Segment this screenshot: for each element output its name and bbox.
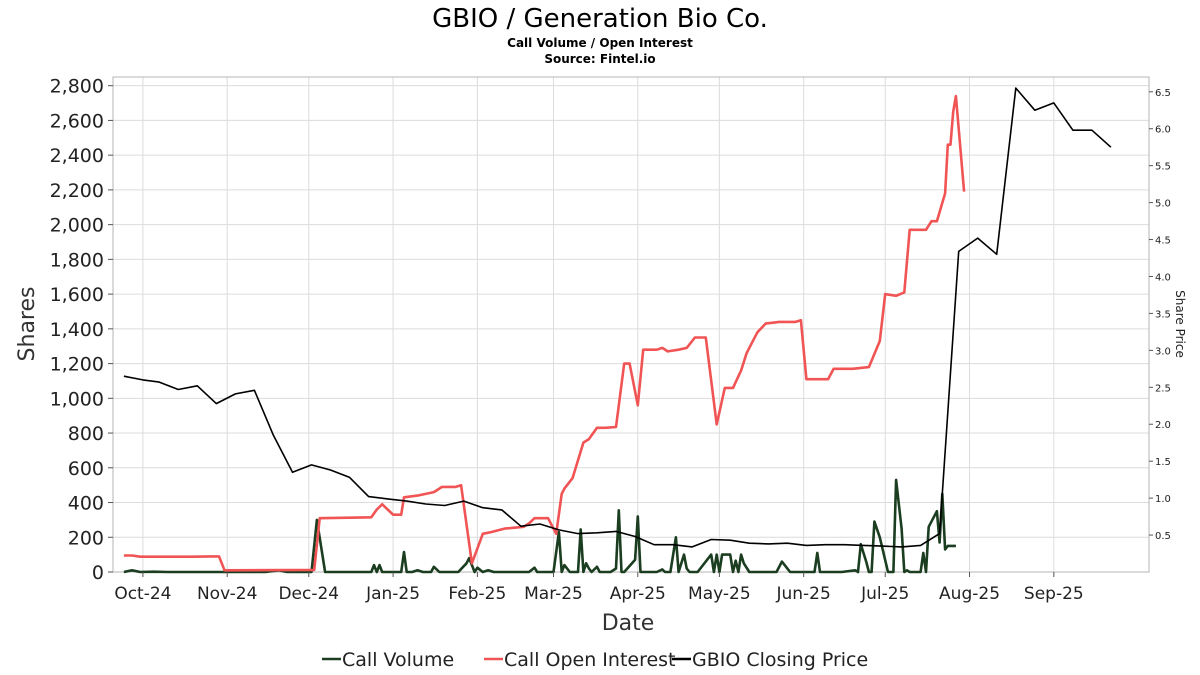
y2-tick-label: 2.5 <box>1155 383 1171 394</box>
y2-axis-ticks: 0.5 1.0 1.5 2.0 2.5 3.0 3.5 4.0 4.5 5.0 5.5 6.0 6.5 <box>1149 88 1171 542</box>
y-tick-label: 1,400 <box>50 319 104 341</box>
y2-tick-label: 5.0 <box>1155 199 1171 210</box>
x-tick-label: May-25 <box>688 584 751 604</box>
y2-tick-label: 0.5 <box>1155 531 1171 542</box>
x-tick-label: Aug-25 <box>939 584 1000 604</box>
x-tick-label: Dec-24 <box>278 584 339 604</box>
y2-tick-label: 3.5 <box>1155 309 1171 320</box>
y2-tick-label: 4.5 <box>1155 236 1171 247</box>
y-tick-label: 1,800 <box>50 249 104 271</box>
y-tick-label: 400 <box>68 493 104 515</box>
y-tick-label: 0 <box>92 562 104 584</box>
x-tick-label: Nov-24 <box>197 584 258 604</box>
y-tick-label: 2,400 <box>50 145 104 167</box>
legend-label-gbio-closing-price: GBIO Closing Price <box>692 649 868 671</box>
y2-axis-label: Share Price <box>1173 290 1187 358</box>
y-tick-label: 1,600 <box>50 284 104 306</box>
y2-tick-label: 5.5 <box>1155 162 1171 173</box>
chart-title: GBIO / Generation Bio Co. <box>432 4 768 34</box>
y-tick-label: 1,000 <box>50 388 104 410</box>
x-tick-label: Apr-25 <box>610 584 666 604</box>
series-line-gbio-closing-price <box>123 87 1112 548</box>
y2-tick-label: 6.5 <box>1155 88 1171 99</box>
x-tick-label: Jan-25 <box>365 584 420 604</box>
chart-subtitle-source: Source: Fintel.io <box>544 52 655 66</box>
y2-tick-label: 1.0 <box>1155 494 1171 505</box>
y-tick-label: 2,000 <box>50 215 104 237</box>
y2-tick-label: 1.5 <box>1155 457 1171 468</box>
x-tick-label: Jun-25 <box>775 584 830 604</box>
chart-subtitle-primary: Call Volume / Open Interest <box>507 36 693 50</box>
series-layer <box>123 87 1112 574</box>
y-axis-ticks: 0 200 400 600 800 1,000 1,200 1,400 1,600 1,800 2,… <box>50 76 113 584</box>
y-tick-label: 800 <box>68 423 104 445</box>
x-tick-label: Jul-25 <box>860 584 909 604</box>
x-tick-label: Feb-25 <box>448 584 506 604</box>
plot-frame <box>112 76 1150 573</box>
x-tick-label: Sep-25 <box>1024 584 1084 604</box>
x-tick-label: Oct-24 <box>114 584 171 604</box>
x-axis-label: Date <box>602 611 655 636</box>
legend: Call Volume Call Open Interest GBIO Closin… <box>322 649 868 671</box>
series-line-call-open-interest <box>123 94 966 572</box>
y2-tick-label: 2.0 <box>1155 420 1171 431</box>
y-axis-label: Shares <box>15 287 40 362</box>
legend-label-call-open-interest: Call Open Interest <box>504 649 676 671</box>
y-tick-label: 2,200 <box>50 180 104 202</box>
y2-tick-label: 6.0 <box>1155 125 1171 136</box>
legend-label-call-volume: Call Volume <box>342 649 454 671</box>
y-tick-label: 1,200 <box>50 354 104 376</box>
y2-tick-label: 3.0 <box>1155 346 1171 357</box>
y-tick-label: 2,800 <box>50 76 104 98</box>
y-tick-label: 600 <box>68 458 104 480</box>
y-tick-label: 200 <box>68 527 104 549</box>
grid-layer <box>113 77 1149 573</box>
y2-tick-label: 4.0 <box>1155 272 1171 283</box>
y-tick-label: 2,600 <box>50 110 104 132</box>
series-line-call-volume <box>123 478 956 574</box>
x-tick-label: Mar-25 <box>524 584 583 604</box>
x-axis-ticks: Oct-24 Nov-24 Dec-24 Jan-25 Feb-25 Mar-25 Apr-… <box>114 572 1084 604</box>
